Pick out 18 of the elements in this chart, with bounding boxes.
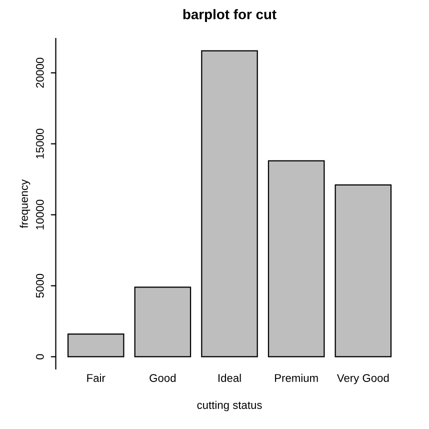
- y-tick-label: 10000: [36, 200, 44, 230]
- y-tick-label: 5000: [36, 274, 44, 298]
- x-tick-label: Very Good: [336, 374, 389, 384]
- x-tick-label: Good: [150, 374, 176, 382]
- bar: [134, 286, 192, 358]
- y-tick-label: 0: [36, 354, 44, 360]
- bar: [334, 184, 392, 358]
- x-tick-label: Fair: [87, 374, 106, 382]
- x-axis-title: cutting status: [197, 400, 262, 412]
- bar: [201, 50, 258, 358]
- y-tick-label: 15000: [36, 128, 44, 158]
- chart-title: barplot for cut: [183, 9, 276, 22]
- bar: [268, 160, 325, 358]
- x-tick-label: Premium: [275, 374, 318, 382]
- y-axis-title: frequency: [20, 179, 30, 228]
- x-tick-label: Ideal: [218, 374, 241, 382]
- y-tick-label: 20000: [36, 58, 44, 88]
- bar: [67, 333, 124, 358]
